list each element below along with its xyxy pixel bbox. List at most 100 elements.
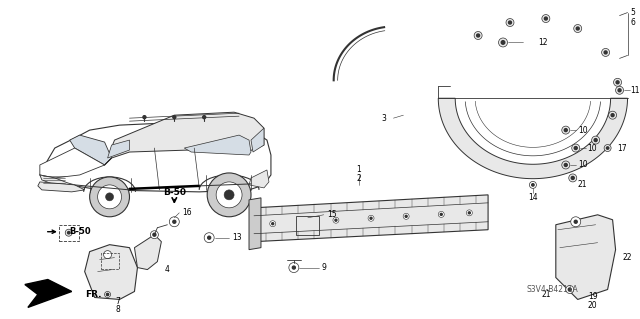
Polygon shape: [104, 112, 264, 165]
Polygon shape: [70, 135, 111, 165]
Text: 1: 1: [356, 166, 361, 174]
Polygon shape: [40, 175, 75, 185]
Circle shape: [564, 163, 567, 167]
Polygon shape: [251, 128, 264, 152]
Text: 21: 21: [578, 181, 588, 189]
Circle shape: [562, 161, 570, 169]
Text: 12: 12: [538, 38, 547, 47]
Circle shape: [272, 223, 274, 225]
Circle shape: [564, 129, 567, 132]
Circle shape: [569, 174, 577, 182]
Circle shape: [576, 27, 579, 30]
Circle shape: [170, 217, 179, 227]
FancyBboxPatch shape: [59, 225, 79, 241]
Circle shape: [591, 136, 600, 144]
Circle shape: [572, 144, 580, 152]
Circle shape: [292, 266, 295, 269]
Circle shape: [333, 217, 339, 223]
Circle shape: [506, 19, 514, 26]
Text: S3V4-B4211A: S3V4-B4211A: [527, 285, 579, 294]
Text: 22: 22: [623, 253, 632, 262]
Circle shape: [289, 263, 299, 272]
Circle shape: [594, 138, 597, 142]
Circle shape: [370, 217, 372, 219]
Circle shape: [602, 48, 609, 56]
Circle shape: [68, 232, 70, 234]
Circle shape: [574, 220, 577, 223]
Circle shape: [298, 219, 304, 225]
Circle shape: [438, 211, 444, 217]
Text: B-50: B-50: [163, 188, 186, 197]
Polygon shape: [438, 98, 628, 179]
Circle shape: [106, 193, 113, 201]
Circle shape: [566, 286, 573, 293]
Circle shape: [611, 114, 614, 117]
Circle shape: [529, 182, 536, 189]
Circle shape: [568, 288, 572, 291]
Circle shape: [474, 32, 482, 40]
Circle shape: [300, 221, 302, 223]
Text: 4: 4: [165, 265, 170, 274]
Circle shape: [216, 182, 242, 208]
Text: 19: 19: [588, 292, 598, 301]
Circle shape: [173, 220, 176, 223]
Circle shape: [368, 215, 374, 221]
Circle shape: [98, 185, 122, 209]
Circle shape: [618, 89, 621, 92]
Circle shape: [532, 184, 534, 186]
Circle shape: [616, 81, 619, 84]
Circle shape: [106, 293, 109, 296]
Text: 5: 5: [630, 8, 636, 17]
Circle shape: [542, 15, 550, 23]
Circle shape: [572, 176, 574, 179]
Circle shape: [143, 116, 146, 119]
Polygon shape: [40, 122, 271, 192]
Circle shape: [509, 21, 511, 24]
Circle shape: [477, 34, 479, 37]
Circle shape: [609, 111, 616, 119]
Circle shape: [104, 251, 111, 259]
Text: 17: 17: [618, 144, 627, 152]
Polygon shape: [184, 135, 251, 155]
Polygon shape: [40, 148, 111, 178]
Circle shape: [614, 78, 621, 86]
Circle shape: [291, 264, 297, 271]
Circle shape: [104, 292, 111, 297]
Circle shape: [573, 25, 582, 33]
Circle shape: [224, 190, 234, 200]
Circle shape: [571, 217, 580, 227]
FancyArrowPatch shape: [47, 230, 56, 234]
Circle shape: [501, 41, 505, 44]
Text: 11: 11: [630, 86, 640, 95]
Circle shape: [405, 215, 407, 217]
Circle shape: [545, 17, 547, 20]
Circle shape: [208, 236, 211, 239]
Polygon shape: [38, 182, 84, 192]
Circle shape: [203, 116, 205, 119]
Circle shape: [440, 213, 442, 215]
Circle shape: [499, 38, 508, 47]
Circle shape: [335, 219, 337, 221]
Polygon shape: [254, 195, 488, 242]
Circle shape: [467, 210, 472, 216]
Polygon shape: [249, 198, 261, 250]
Text: 7: 7: [115, 297, 120, 306]
Circle shape: [65, 229, 72, 236]
Text: 13: 13: [232, 233, 242, 242]
Circle shape: [604, 145, 611, 152]
Circle shape: [172, 219, 177, 225]
Circle shape: [269, 221, 276, 227]
Polygon shape: [249, 170, 269, 188]
FancyArrowPatch shape: [172, 198, 177, 202]
Polygon shape: [108, 140, 129, 158]
Text: 10: 10: [578, 126, 588, 135]
Circle shape: [173, 116, 176, 119]
Text: 3: 3: [381, 114, 387, 123]
Circle shape: [150, 231, 158, 239]
Polygon shape: [134, 235, 161, 270]
Text: 8: 8: [115, 305, 120, 314]
Text: 16: 16: [182, 208, 192, 217]
Text: 21: 21: [541, 290, 551, 299]
Text: 10: 10: [578, 160, 588, 169]
Circle shape: [562, 126, 570, 134]
